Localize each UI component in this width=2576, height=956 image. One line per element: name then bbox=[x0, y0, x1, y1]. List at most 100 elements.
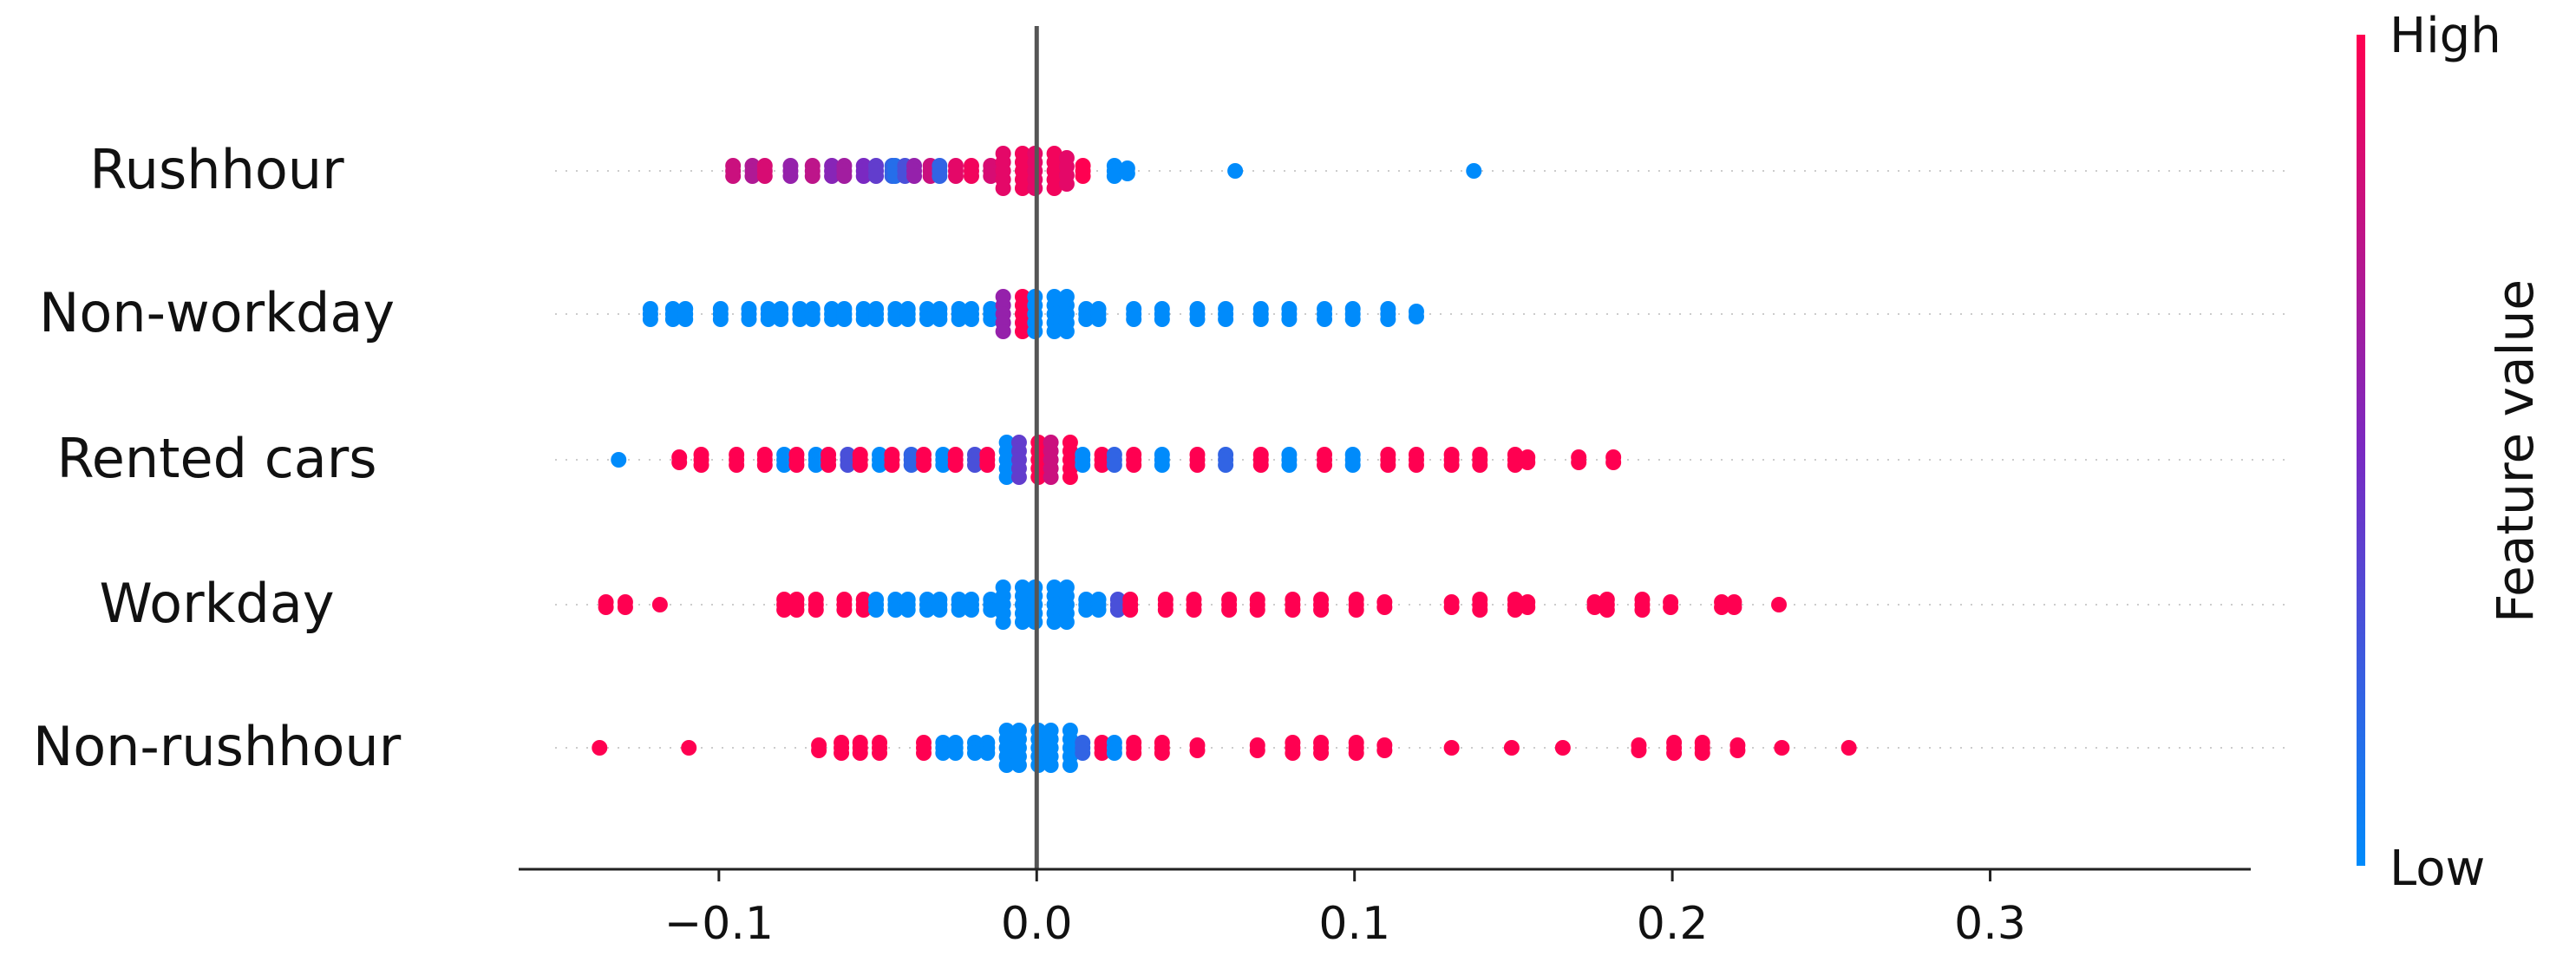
data-point bbox=[868, 311, 885, 327]
x-tick-label: 0.2 bbox=[1637, 898, 1709, 950]
data-point bbox=[592, 740, 608, 756]
data-point bbox=[872, 745, 888, 761]
data-point bbox=[1119, 166, 1135, 181]
x-tick-label: 0.3 bbox=[1954, 898, 2026, 950]
data-point bbox=[1729, 743, 1746, 758]
data-point bbox=[1666, 745, 1683, 761]
data-point bbox=[1285, 602, 1301, 618]
data-point bbox=[1317, 311, 1333, 327]
data-point bbox=[811, 743, 827, 758]
data-point bbox=[1249, 602, 1265, 618]
data-point bbox=[899, 602, 916, 618]
data-point bbox=[983, 311, 999, 327]
data-point bbox=[836, 311, 853, 327]
data-point bbox=[1599, 602, 1615, 618]
data-point bbox=[1010, 469, 1027, 485]
data-point bbox=[983, 602, 999, 618]
data-point bbox=[1075, 168, 1091, 184]
x-tick-label: 0.0 bbox=[1001, 898, 1073, 950]
data-point bbox=[1078, 311, 1095, 327]
feature-label: Non-rushhour bbox=[33, 715, 402, 778]
data-point bbox=[966, 745, 983, 761]
data-point bbox=[983, 168, 999, 184]
data-point bbox=[824, 168, 840, 184]
colorbar-low-label: Low bbox=[2390, 841, 2485, 897]
data-point bbox=[677, 311, 694, 327]
data-point bbox=[884, 457, 900, 473]
data-point bbox=[919, 311, 936, 327]
data-point bbox=[611, 452, 627, 468]
data-point bbox=[1062, 469, 1078, 485]
data-point bbox=[1344, 311, 1361, 327]
data-point bbox=[1605, 455, 1622, 470]
colorbar bbox=[2357, 35, 2365, 866]
data-point bbox=[966, 457, 983, 473]
x-axis-ticks: −0.1 0.0 0.1 0.2 0.3 bbox=[664, 869, 2026, 950]
data-point bbox=[788, 602, 805, 618]
data-point bbox=[1380, 311, 1396, 327]
data-point bbox=[1408, 457, 1424, 473]
data-point bbox=[693, 457, 709, 473]
data-point bbox=[1186, 602, 1202, 618]
data-point bbox=[1043, 469, 1059, 485]
data-point bbox=[1218, 311, 1234, 327]
data-point bbox=[1694, 745, 1710, 761]
data-point bbox=[947, 745, 964, 761]
data-point bbox=[1571, 455, 1587, 470]
data-point bbox=[1106, 457, 1122, 473]
data-point bbox=[852, 745, 868, 761]
x-tick-label: −0.1 bbox=[664, 898, 774, 950]
data-point bbox=[1634, 602, 1651, 618]
data-point bbox=[1062, 757, 1078, 773]
data-point bbox=[903, 457, 919, 473]
data-point bbox=[1189, 311, 1206, 327]
data-point bbox=[1090, 311, 1107, 327]
data-point bbox=[1122, 602, 1139, 618]
data-point bbox=[1094, 457, 1110, 473]
data-point bbox=[1507, 602, 1523, 618]
data-point bbox=[671, 455, 688, 470]
data-point bbox=[664, 311, 681, 327]
data-point bbox=[1554, 740, 1571, 756]
data-point bbox=[852, 457, 868, 473]
data-point bbox=[773, 311, 789, 327]
data-point bbox=[1507, 457, 1523, 473]
data-point bbox=[1227, 163, 1244, 179]
data-point bbox=[979, 457, 996, 473]
data-point bbox=[776, 457, 793, 473]
data-point bbox=[1472, 457, 1488, 473]
data-point bbox=[947, 168, 964, 184]
data-point bbox=[1058, 614, 1075, 630]
data-point bbox=[1189, 457, 1206, 473]
data-point bbox=[1408, 309, 1424, 324]
data-point bbox=[906, 168, 923, 184]
data-point bbox=[951, 311, 967, 327]
data-point bbox=[935, 457, 951, 473]
data-point bbox=[1221, 602, 1238, 618]
x-tick-label: 0.1 bbox=[1318, 898, 1390, 950]
data-point bbox=[1075, 745, 1091, 761]
data-point bbox=[868, 168, 885, 184]
data-point bbox=[1058, 176, 1075, 192]
data-point bbox=[1380, 457, 1396, 473]
data-point bbox=[995, 614, 1011, 630]
data-point bbox=[836, 602, 853, 618]
data-point bbox=[1503, 740, 1520, 756]
data-point bbox=[824, 311, 840, 327]
data-point bbox=[919, 602, 936, 618]
data-point bbox=[1774, 740, 1790, 756]
data-point bbox=[1252, 457, 1269, 473]
data-point bbox=[1472, 602, 1488, 618]
data-point bbox=[1726, 599, 1742, 615]
data-point bbox=[756, 168, 773, 184]
data-point bbox=[887, 602, 904, 618]
data-point bbox=[804, 168, 821, 184]
data-point bbox=[963, 168, 979, 184]
data-point bbox=[1281, 457, 1298, 473]
data-point bbox=[1376, 599, 1393, 615]
data-point bbox=[1157, 602, 1174, 618]
data-point bbox=[951, 602, 967, 618]
data-point bbox=[855, 311, 872, 327]
data-point bbox=[1771, 597, 1788, 612]
data-point bbox=[1014, 614, 1030, 630]
